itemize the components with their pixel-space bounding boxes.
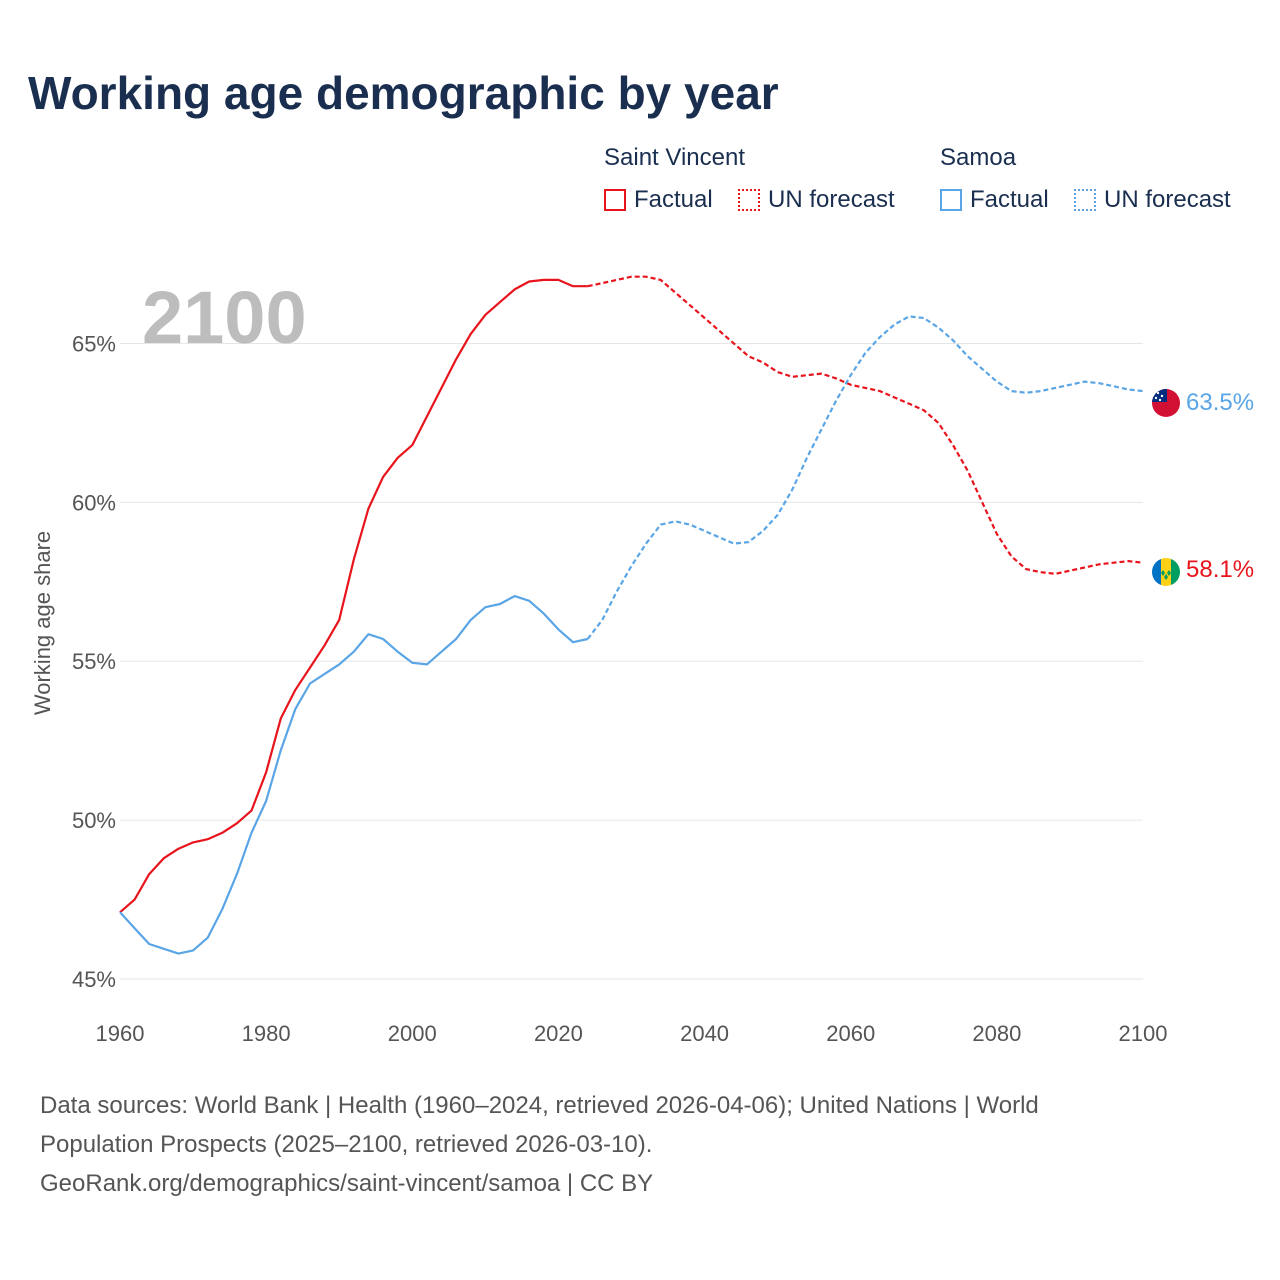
dotted-line-swatch	[1074, 189, 1096, 211]
chart-title: Working age demographic by year	[28, 67, 779, 119]
x-tick-label: 2060	[826, 1021, 875, 1046]
x-tick-label: 2080	[972, 1021, 1021, 1046]
x-tick-label: 2000	[388, 1021, 437, 1046]
legend-item-factual[interactable]: Factual	[940, 186, 1049, 214]
source-line: Data sources: World Bank | Health (1960–…	[40, 1092, 1039, 1119]
x-tick-label: 2020	[534, 1021, 583, 1046]
saint-vincent-forecast-line	[587, 275, 1144, 575]
legend-item-label: Factual	[970, 186, 1049, 213]
legend-item-factual[interactable]: Factual	[604, 186, 713, 214]
y-axis-title: Working age share	[30, 531, 55, 715]
legend-item-label: Factual	[634, 186, 713, 213]
samoa-factual-line	[119, 595, 588, 955]
legend-item-label: UN forecast	[1104, 186, 1231, 213]
legend-item-un-forecast[interactable]: UN forecast	[738, 186, 895, 214]
series-lines	[119, 275, 1144, 955]
legend-item-label: UN forecast	[768, 186, 895, 213]
source-line: Population Prospects (2025–2100, retriev…	[40, 1131, 653, 1158]
samoa-end-label: 63.5%	[1186, 389, 1254, 416]
solid-line-swatch	[604, 189, 626, 211]
dotted-line-swatch	[738, 189, 760, 211]
saint-vincent-flag-icon	[1152, 558, 1180, 586]
y-tick-label: 45%	[72, 967, 116, 992]
y-tick-label: 50%	[72, 808, 116, 833]
saint-vincent-end-label: 58.1%	[1186, 556, 1254, 583]
saint-vincent-factual-line	[119, 278, 588, 914]
legend-item-un-forecast[interactable]: UN forecast	[1074, 186, 1231, 214]
x-tick-label: 2100	[1119, 1021, 1168, 1046]
y-tick-label: 55%	[72, 649, 116, 674]
gridlines	[120, 342, 1143, 980]
samoa-flag-icon	[1152, 389, 1180, 417]
line-chart: 2100 45% 50% 55% 60% 65% 1960 1980 2000 2020 204…	[30, 275, 1254, 1046]
legend-group-title: Saint Vincent	[604, 144, 745, 171]
samoa-forecast-line	[586, 315, 1144, 640]
y-tick-label: 60%	[72, 490, 116, 515]
y-tick-label: 65%	[72, 331, 116, 356]
source-footer: Data sources: World Bank | Health (1960–…	[40, 1086, 1220, 1203]
solid-line-swatch	[940, 189, 962, 211]
year-watermark: 2100	[142, 276, 307, 359]
x-tick-label: 1980	[242, 1021, 291, 1046]
license-line[interactable]: GeoRank.org/demographics/saint-vincent/s…	[40, 1170, 654, 1197]
y-axis-ticks: 45% 50% 55% 60% 65%	[72, 331, 116, 992]
x-axis-ticks: 1960 1980 2000 2020 2040 2060 2080 2100	[96, 1021, 1168, 1046]
x-tick-label: 1960	[96, 1021, 145, 1046]
x-tick-label: 2040	[680, 1021, 729, 1046]
legend-group-title: Samoa	[940, 144, 1017, 171]
